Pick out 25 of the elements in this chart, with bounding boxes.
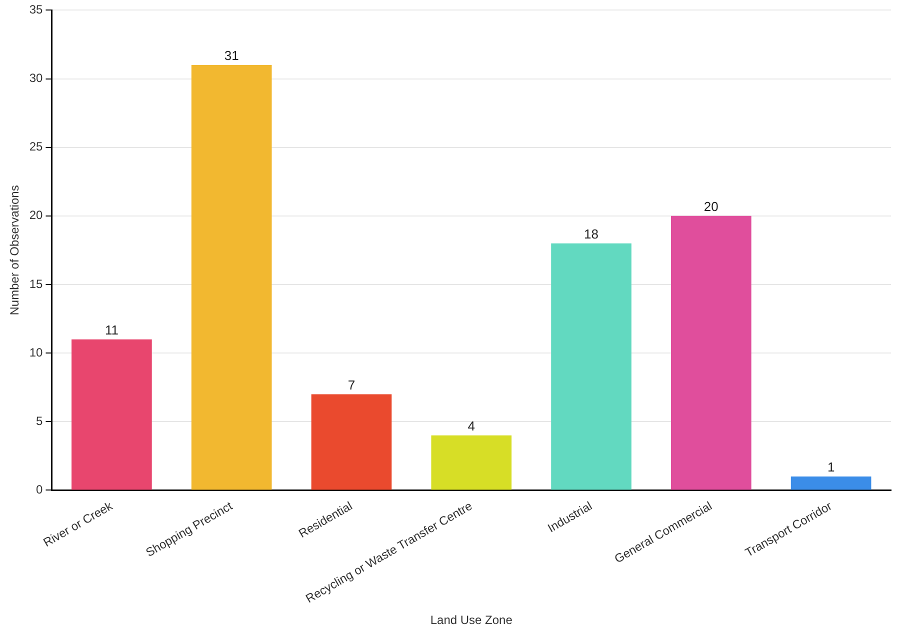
y-tick-label: 20 xyxy=(29,208,44,222)
data-label: 4 xyxy=(468,418,475,434)
data-label: 31 xyxy=(224,48,239,64)
y-axis-title: Number of Observations xyxy=(8,185,22,316)
y-tick-label: 15 xyxy=(29,276,44,291)
data-label: 11 xyxy=(104,322,118,338)
x-axis-title: Land Use Zone xyxy=(430,613,513,628)
data-label: 1 xyxy=(827,460,835,475)
x-tick-label: River or Creek xyxy=(40,498,116,550)
data-label: 18 xyxy=(584,226,598,242)
bar xyxy=(431,435,512,490)
bar xyxy=(72,339,152,490)
y-tick-label: 5 xyxy=(36,414,44,428)
y-tick-label: 25 xyxy=(29,140,44,154)
bar xyxy=(670,216,752,490)
bar xyxy=(191,65,272,490)
y-tick-label: 0 xyxy=(36,482,44,497)
bar xyxy=(790,476,872,490)
data-label: 7 xyxy=(348,377,356,392)
data-label: 20 xyxy=(704,198,718,214)
bar xyxy=(551,243,632,490)
y-tick-label: 35 xyxy=(29,2,44,17)
y-tick-label: 10 xyxy=(29,345,44,360)
bar xyxy=(311,394,392,490)
y-tick-label: 30 xyxy=(29,71,44,86)
